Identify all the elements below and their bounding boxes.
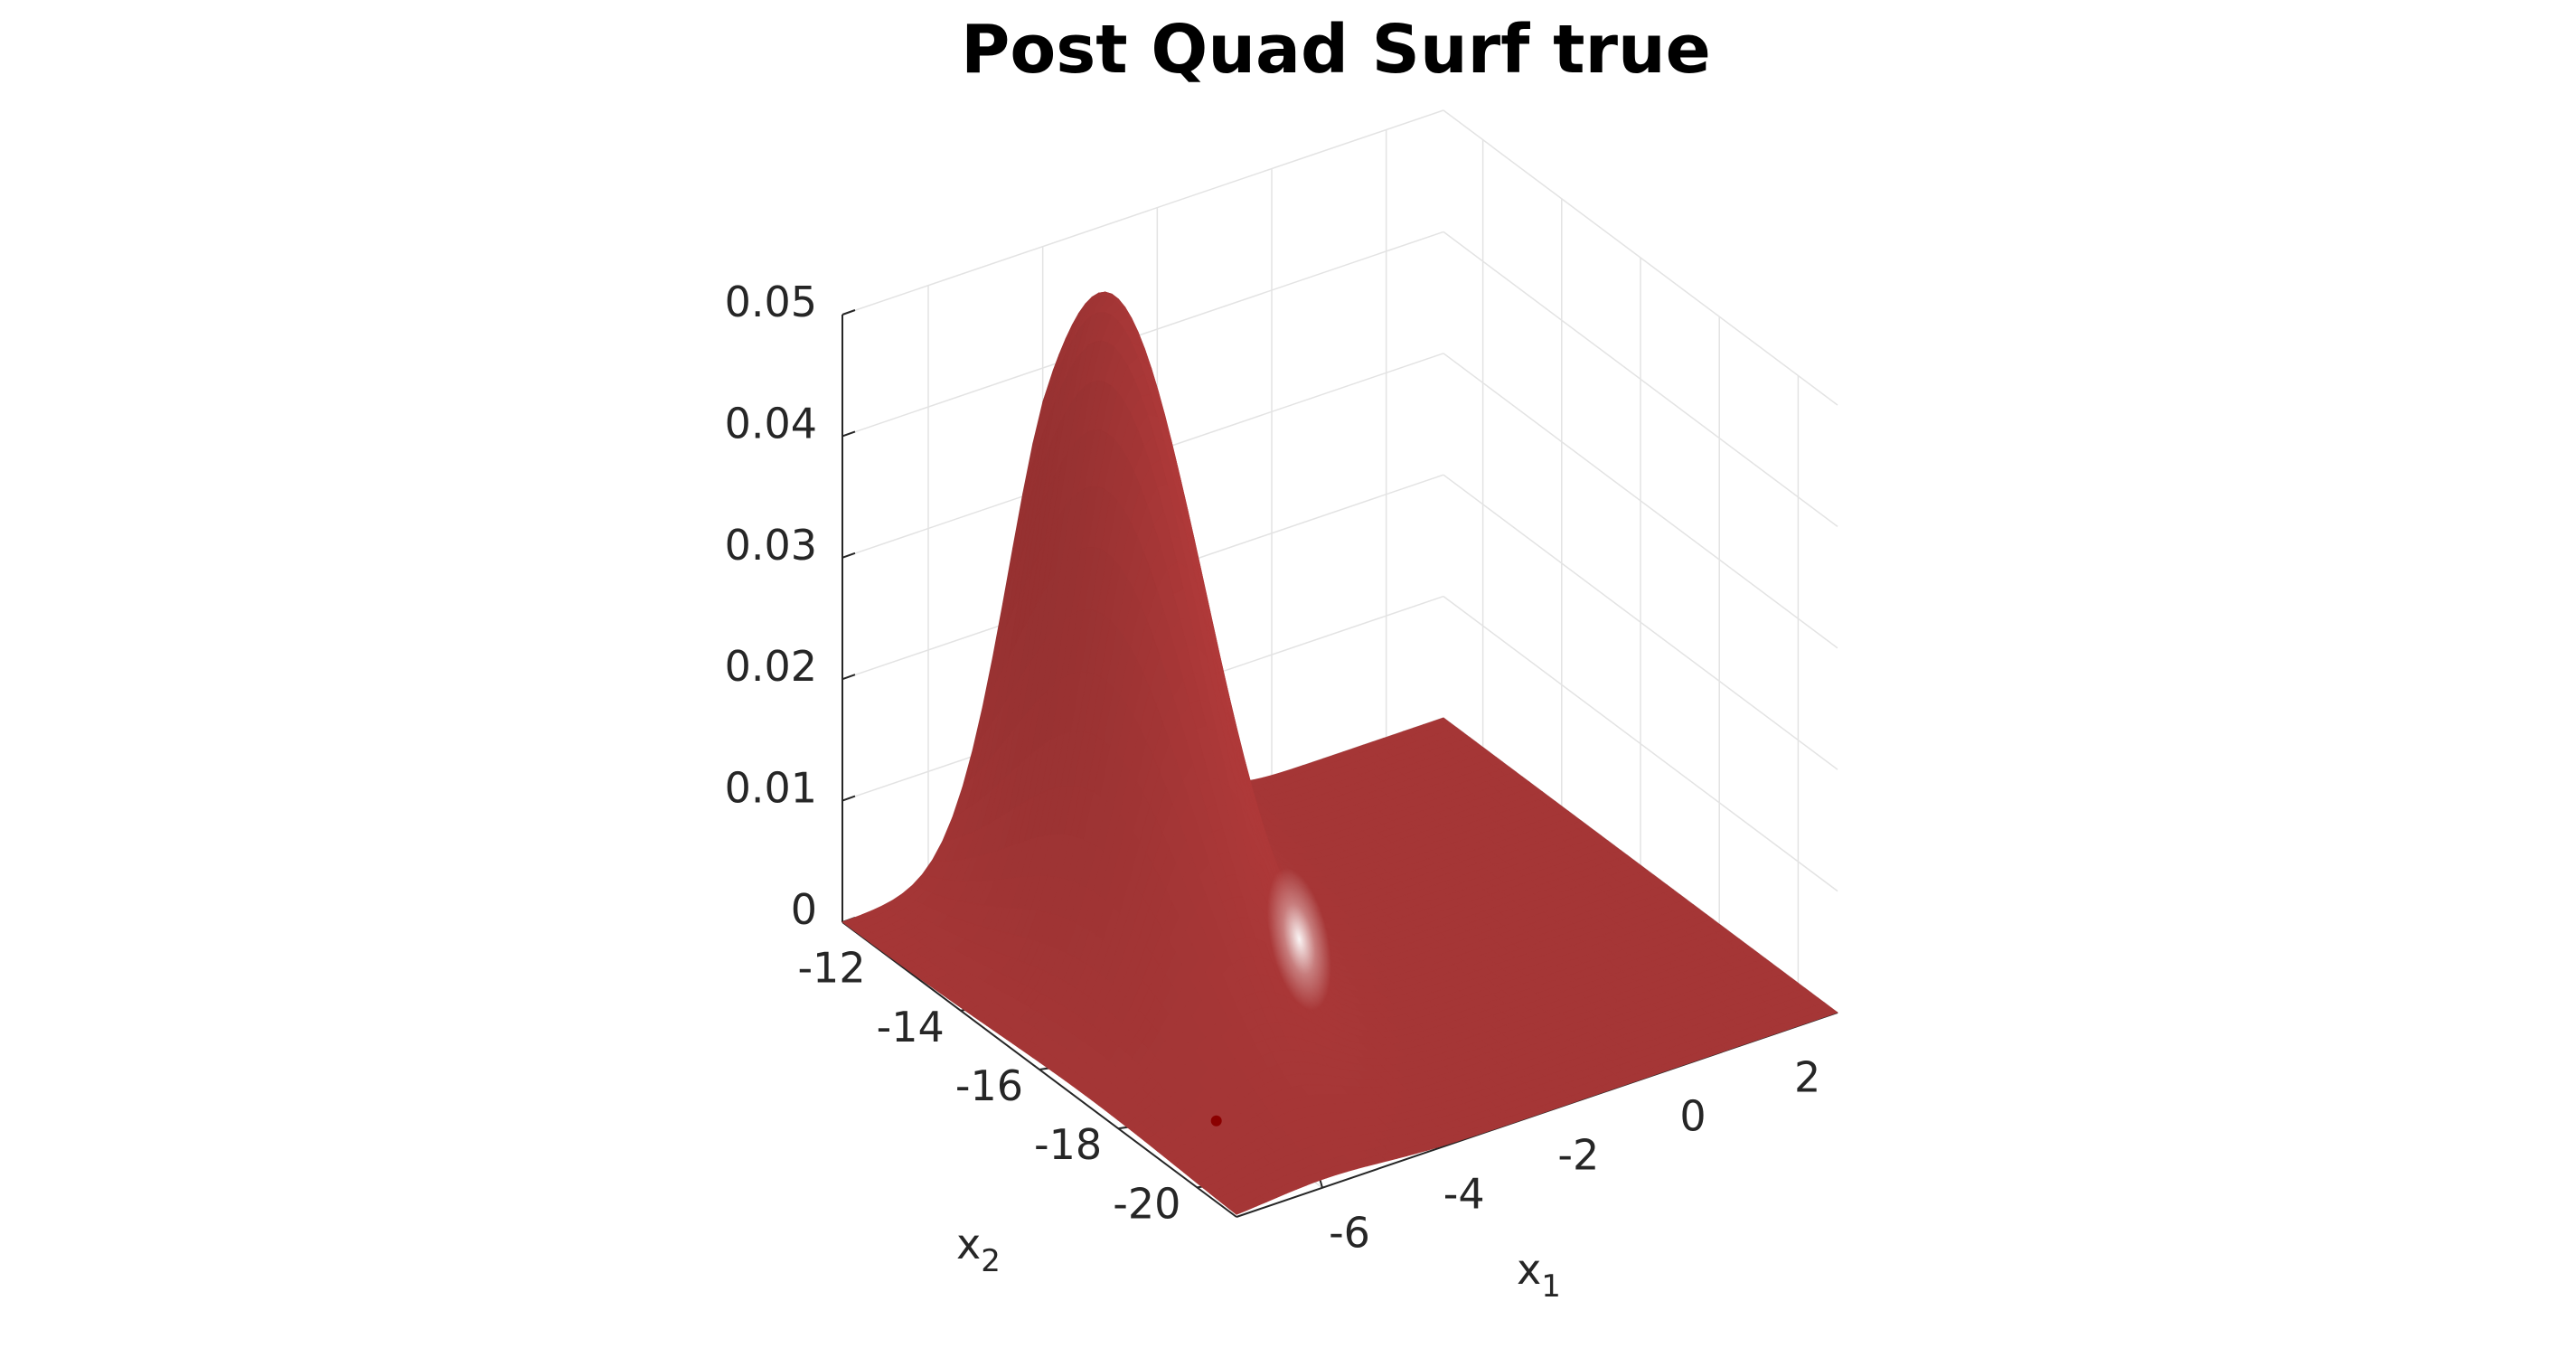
x2-tick-label: -14 bbox=[877, 1003, 945, 1051]
z-tick-mark bbox=[841, 309, 856, 316]
grid-line-z-left bbox=[841, 109, 1444, 316]
z-tick-label: 0.05 bbox=[725, 278, 817, 326]
z-tick-mark bbox=[841, 552, 856, 559]
tick-labels: 00.010.020.030.040.05-12-14-16-18-20-6-4… bbox=[725, 278, 1821, 1258]
z-tick-label: 0 bbox=[791, 885, 817, 934]
z-tick-mark bbox=[841, 674, 856, 681]
grid-line-z-right bbox=[1443, 353, 1838, 649]
surface-highlight bbox=[1266, 868, 1331, 1011]
grid-line-z-right bbox=[1443, 231, 1838, 528]
z-tick-mark bbox=[841, 795, 856, 802]
x2-tick-label: -20 bbox=[1113, 1179, 1180, 1228]
grid-line-z-right bbox=[1443, 595, 1838, 892]
x2-tick-label: -16 bbox=[955, 1061, 1023, 1110]
chart-title: Post Quad Surf true bbox=[961, 11, 1711, 89]
x1-tick-label: 0 bbox=[1679, 1092, 1706, 1141]
x1-tick-label: -4 bbox=[1443, 1170, 1485, 1219]
data-point-marker bbox=[1210, 1115, 1222, 1127]
grid-line-z-right bbox=[1443, 109, 1838, 406]
x1-axis-label: x1 bbox=[1517, 1245, 1561, 1305]
x1-tick-label: -2 bbox=[1557, 1131, 1599, 1180]
x2-axis-label: x2 bbox=[956, 1220, 1001, 1279]
x1-tick-label: 2 bbox=[1794, 1053, 1820, 1102]
surface-facet bbox=[1228, 1204, 1247, 1215]
z-tick-label: 0.04 bbox=[725, 399, 817, 448]
z-tick-label: 0.02 bbox=[725, 642, 817, 691]
z-tick-mark bbox=[841, 430, 856, 438]
x2-tick-label: -18 bbox=[1034, 1120, 1102, 1169]
z-tick-label: 0.03 bbox=[725, 521, 817, 570]
x2-tick-label: -12 bbox=[797, 944, 865, 993]
z-tick-label: 0.01 bbox=[725, 764, 817, 813]
grid-line-z-right bbox=[1443, 474, 1838, 770]
grid-line-z-left bbox=[841, 231, 1444, 438]
surface-overlay bbox=[1210, 868, 1331, 1127]
x1-tick-label: -6 bbox=[1329, 1209, 1370, 1258]
